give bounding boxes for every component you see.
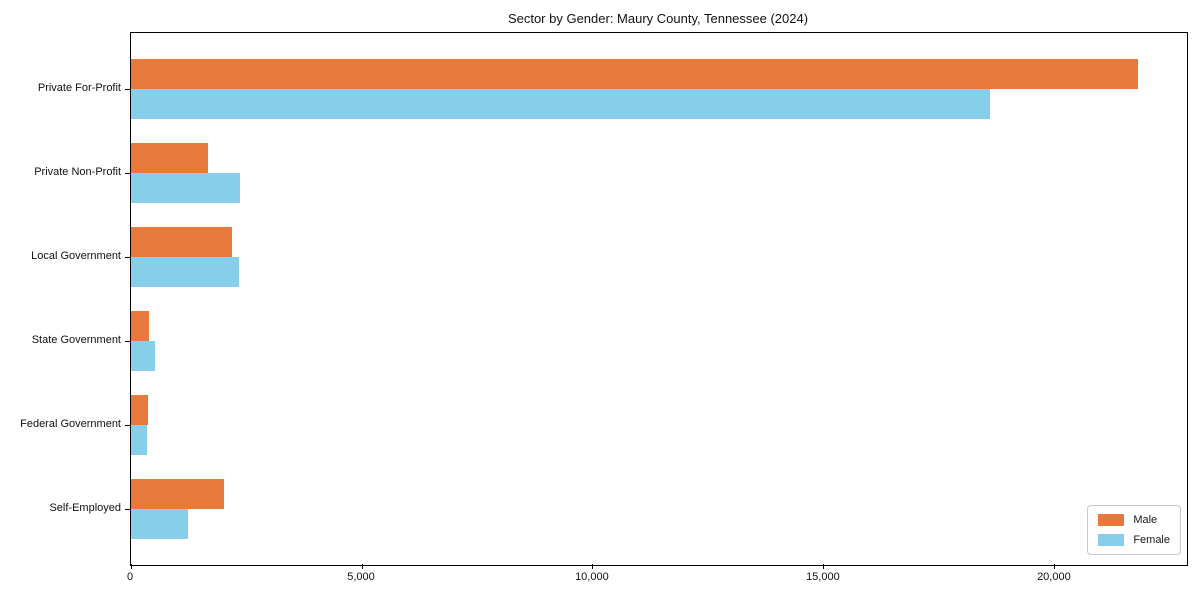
bar-female-federal-government xyxy=(131,425,148,455)
bar-female-private-for-profit xyxy=(131,89,991,119)
bar-male-state-government xyxy=(131,311,149,341)
legend-item-female: Female xyxy=(1098,534,1170,546)
bar-female-state-government xyxy=(131,341,155,371)
bar-male-local-government xyxy=(131,227,233,257)
x-axis-label-0: 0 xyxy=(126,571,134,583)
y-axis-label-private-for-profit: Private For-Profit xyxy=(37,82,121,94)
x-axis-tick xyxy=(361,564,363,569)
plot-area xyxy=(125,32,1188,569)
bar-male-private-for-profit xyxy=(131,59,1138,89)
x-axis-label-5-000: 5,000 xyxy=(347,571,375,583)
x-axis-label-10-000: 10,000 xyxy=(575,571,609,583)
y-axis-tick xyxy=(125,341,130,342)
y-axis-tick xyxy=(125,509,130,510)
x-axis-tick xyxy=(592,564,594,569)
chart-title: Sector by Gender: Maury County, Tennesse… xyxy=(507,11,809,26)
y-axis-tick xyxy=(125,257,130,258)
bar-male-private-non-profit xyxy=(131,143,209,173)
bar-female-private-non-profit xyxy=(131,173,240,203)
legend-label-male: Male xyxy=(1133,514,1158,526)
legend-swatch-male xyxy=(1098,514,1125,526)
x-axis-label-20-000: 20,000 xyxy=(1037,571,1071,583)
y-axis-tick xyxy=(125,89,130,90)
y-axis-label-federal-government: Federal Government xyxy=(20,418,121,430)
x-axis-tick xyxy=(1054,564,1056,569)
x-axis-tick xyxy=(130,564,132,569)
y-axis-tick xyxy=(125,425,130,426)
y-axis-label-state-government: State Government xyxy=(31,334,121,346)
y-axis-label-private-non-profit: Private Non-Profit xyxy=(34,166,121,178)
y-axis-label-self-employed: Self-Employed xyxy=(49,502,121,514)
bar-female-local-government xyxy=(131,257,240,287)
legend-item-male: Male xyxy=(1098,514,1170,526)
legend-swatch-female xyxy=(1098,534,1125,546)
y-axis-tick xyxy=(125,173,130,174)
legend: Male Female xyxy=(1087,505,1181,555)
bar-male-federal-government xyxy=(131,395,149,425)
y-axis-label-local-government: Local Government xyxy=(31,250,121,262)
x-axis-tick xyxy=(823,564,825,569)
x-axis-label-15-000: 15,000 xyxy=(806,571,840,583)
bar-female-self-employed xyxy=(131,509,188,539)
legend-label-female: Female xyxy=(1133,534,1170,546)
bar-male-self-employed xyxy=(131,479,224,509)
